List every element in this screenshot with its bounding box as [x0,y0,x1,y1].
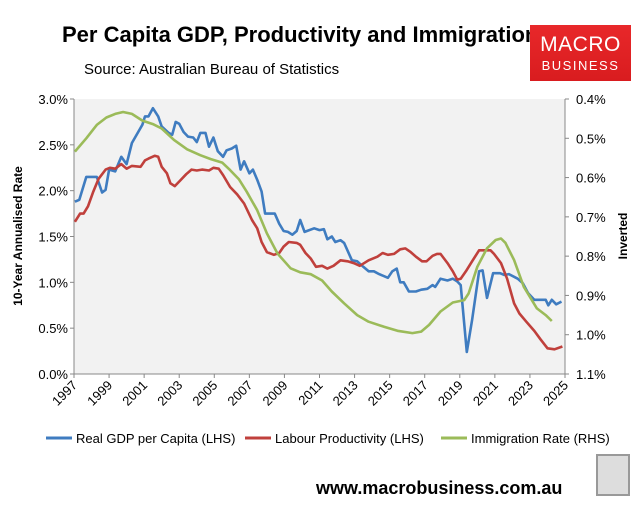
series-line-0 [74,106,563,354]
chart-subtitle: Source: Australian Bureau of Statistics [84,61,340,78]
x-tick-label: 1997 [49,378,80,409]
y2-tick-label: 0.8% [576,249,606,264]
x-tick-label: 2007 [224,378,255,409]
logo-line2: BUSINESS [541,58,620,73]
y2-tick-label: 0.9% [576,288,606,303]
y2-tick-label: 0.5% [576,131,606,146]
logo-line1: MACRO [540,33,621,56]
y-tick-label: 0.0% [38,367,68,382]
y2-tick-label: 0.6% [576,171,606,186]
x-tick-label: 2019 [435,378,466,409]
x-tick-label: 2011 [295,378,325,408]
x-tick-label: 2005 [189,378,220,409]
y-tick-label: 0.5% [38,321,68,336]
wolf-logo-image [596,454,630,496]
y-tick-label: 2.0% [38,184,68,199]
y-tick-label: 2.5% [38,138,68,153]
chart-title: Per Capita GDP, Productivity and Immigra… [62,22,539,47]
x-tick-label: 2017 [400,378,431,409]
y2-tick-label: 1.1% [576,367,606,382]
x-tick-label: 2021 [470,378,501,409]
series-line-1 [73,154,563,351]
x-tick-label: 2015 [365,378,396,409]
y2-tick-label: 1.0% [576,328,606,343]
legend-label-2: Immigration Rate (RHS) [471,431,610,446]
x-tick-label: 1999 [84,378,115,409]
series-line-2 [73,110,553,335]
macrobusiness-logo: MACRO BUSINESS [530,25,631,81]
x-tick-label: 2023 [505,378,536,409]
legend-label-0: Real GDP per Capita (LHS) [76,431,235,446]
y2-axis-label: Inverted [616,213,630,260]
x-tick-label: 2009 [259,378,290,409]
x-tick-label: 2013 [330,378,361,409]
y-tick-label: 3.0% [38,92,68,107]
x-tick-label: 2025 [540,378,571,409]
y2-tick-label: 0.7% [576,210,606,225]
plot-area [74,99,565,374]
y-axis-label: 10-Year Annualised Rate [11,166,25,306]
x-tick-label: 2001 [119,378,150,409]
x-tick-label: 2003 [154,378,185,409]
legend-label-1: Labour Productivity (LHS) [275,431,424,446]
website-url: www.macrobusiness.com.au [316,478,563,498]
y-tick-label: 1.0% [38,275,68,290]
y-tick-label: 1.5% [38,230,68,245]
y2-tick-label: 0.4% [576,92,606,107]
